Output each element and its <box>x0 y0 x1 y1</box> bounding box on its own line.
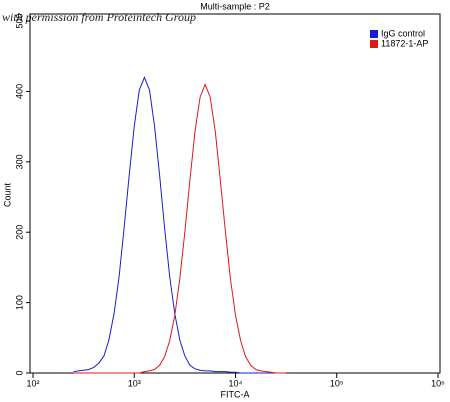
chart-title: Multi-sample : P2 <box>200 1 270 11</box>
legend-label: 11872-1-AP <box>381 38 428 48</box>
legend-swatch <box>370 40 378 48</box>
y-tick-label: 300 <box>14 154 24 169</box>
y-tick-label: 500 <box>14 14 24 29</box>
histogram-line <box>73 76 287 374</box>
x-axis-label: FITC-A <box>221 389 250 399</box>
x-tick-label: 10⁴ <box>229 378 243 388</box>
x-tick-label: 10⁵ <box>330 378 344 388</box>
legend-swatch <box>370 30 378 38</box>
x-tick-label: 10² <box>26 378 39 388</box>
y-axis-label: Count <box>2 183 12 208</box>
histogram-line <box>73 83 287 374</box>
y-tick-label: 100 <box>14 295 24 310</box>
y-tick-label: 200 <box>14 225 24 240</box>
x-tick-label: 10³ <box>128 378 141 388</box>
y-tick-label: 0 <box>14 370 24 375</box>
y-tick-label: 400 <box>14 84 24 99</box>
watermark: with permission from Proteintech Group <box>2 10 196 24</box>
x-tick-label: 10⁶ <box>431 378 445 388</box>
legend-label: IgG control <box>381 28 425 38</box>
